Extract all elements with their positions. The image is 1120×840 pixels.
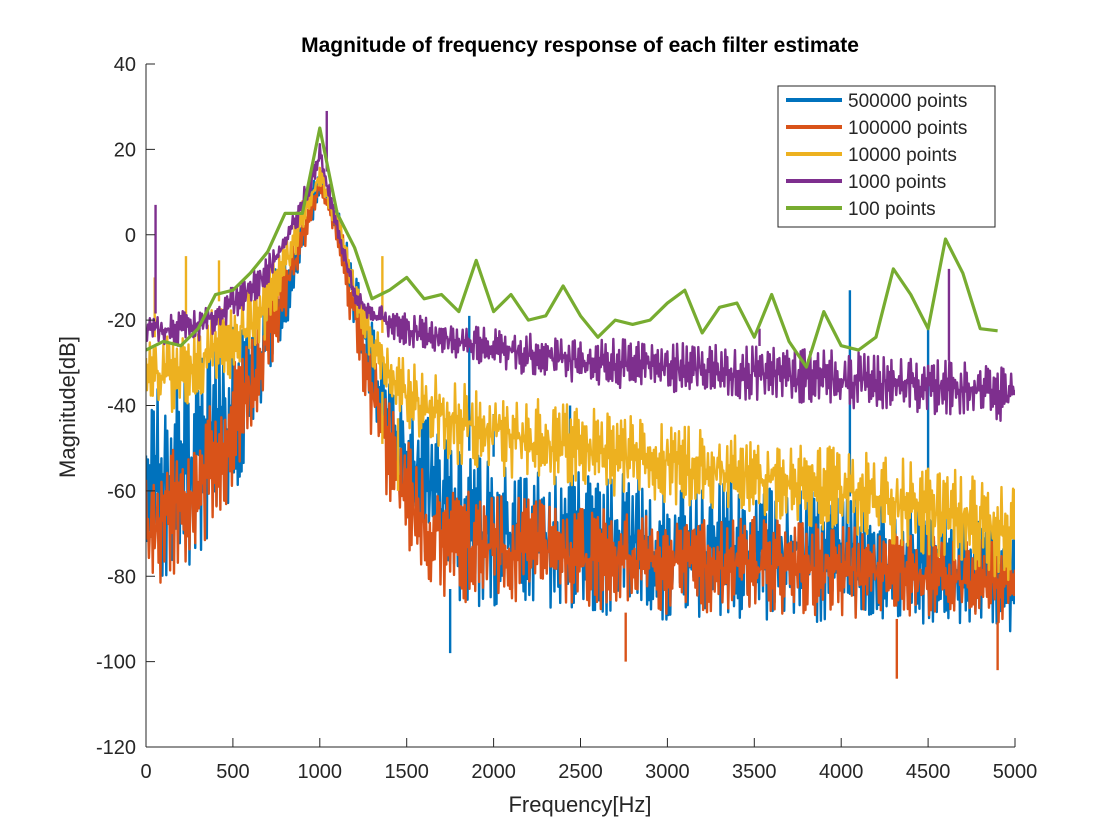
axes-layer: 0 500 1000 1500 2000 2500 3000 3500 4000 4500 5000… [96, 54, 1037, 783]
legend-label: 1000 points [848, 172, 946, 193]
y-tick-label: 0 [125, 225, 136, 247]
x-tick-label: 500 [216, 761, 249, 783]
series-line [146, 174, 1015, 624]
legend-box [777, 85, 996, 228]
x-axis-label: Frequency[Hz] [508, 792, 651, 817]
y-tick-label: -120 [96, 737, 136, 759]
y-tick-label: -40 [107, 396, 136, 418]
x-tick-label: 1500 [384, 761, 429, 783]
legend-label: 100 points [848, 199, 936, 220]
series-line [146, 143, 1015, 422]
x-tick-label: 2000 [471, 761, 516, 783]
series-5 [146, 126, 998, 369]
legend-label: 10000 points [848, 145, 957, 166]
x-tick-label: 3500 [732, 761, 777, 783]
x-tick-label: 1000 [298, 761, 343, 783]
x-tick-label: 3000 [645, 761, 690, 783]
x-tick-label: 4000 [819, 761, 864, 783]
series-layer [146, 110, 1015, 679]
y-tick-label: -100 [96, 652, 136, 674]
series-line [146, 166, 1015, 582]
legend: 500000 points 100000 points 10000 points 10… [777, 85, 996, 228]
x-tick-label: 4500 [906, 761, 951, 783]
x-tick-label: 0 [140, 761, 151, 783]
y-tick-label: 20 [114, 139, 136, 161]
chart-title: Magnitude of frequency response of each … [301, 34, 859, 57]
legend-label: 100000 points [848, 118, 967, 139]
series-2 [146, 174, 1015, 679]
legend-label: 500000 points [848, 91, 967, 112]
y-tick-label: -20 [107, 310, 136, 332]
y-tick-label: -60 [107, 481, 136, 503]
y-tick-label: 40 [114, 54, 136, 76]
y-tick-label: -80 [107, 566, 136, 588]
x-tick-label: 5000 [993, 761, 1038, 783]
series-line [146, 126, 998, 369]
x-tick-label: 2500 [558, 761, 603, 783]
y-axis-label: Magnitude[dB] [55, 336, 80, 478]
